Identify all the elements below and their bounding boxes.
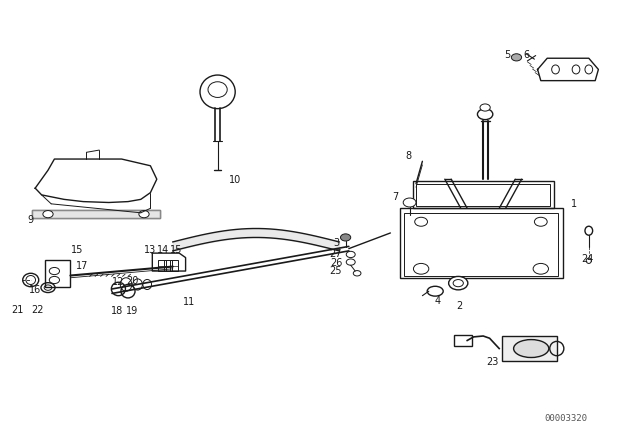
Circle shape	[480, 104, 490, 111]
Circle shape	[353, 271, 361, 276]
Text: 18: 18	[111, 306, 124, 316]
Circle shape	[49, 267, 60, 275]
Text: 4: 4	[435, 296, 441, 306]
Circle shape	[403, 198, 416, 207]
Bar	[416, 184, 550, 206]
Text: 15: 15	[170, 245, 182, 254]
Text: 25: 25	[330, 266, 342, 276]
Bar	[170, 260, 178, 271]
Circle shape	[49, 276, 60, 284]
Bar	[502, 336, 557, 361]
Text: 7: 7	[392, 192, 399, 202]
Text: 23: 23	[486, 357, 499, 367]
Text: 24: 24	[581, 254, 594, 264]
Text: 26: 26	[330, 258, 342, 268]
Bar	[164, 260, 172, 271]
Bar	[454, 335, 472, 346]
Text: 19: 19	[126, 306, 139, 316]
Bar	[158, 260, 166, 271]
Bar	[45, 260, 70, 287]
Bar	[404, 213, 558, 276]
Circle shape	[511, 54, 522, 61]
Text: 2: 2	[456, 301, 463, 310]
Text: 9: 9	[28, 215, 34, 224]
Circle shape	[533, 263, 548, 274]
Bar	[400, 208, 563, 278]
Text: 17: 17	[76, 261, 88, 271]
Circle shape	[346, 251, 355, 258]
Text: 16: 16	[29, 285, 42, 295]
Text: 14: 14	[157, 245, 170, 254]
Text: 21: 21	[12, 305, 24, 315]
Circle shape	[346, 259, 355, 265]
Circle shape	[413, 263, 429, 274]
Text: 6: 6	[523, 50, 529, 60]
Bar	[413, 181, 554, 208]
Text: 5: 5	[504, 50, 511, 60]
Circle shape	[534, 217, 547, 226]
Ellipse shape	[513, 340, 548, 358]
Text: 22: 22	[31, 305, 44, 315]
Circle shape	[449, 276, 468, 290]
Text: 1: 1	[571, 199, 577, 209]
Text: 12: 12	[112, 277, 125, 287]
Circle shape	[43, 211, 53, 218]
Text: 13: 13	[144, 245, 157, 254]
Circle shape	[139, 211, 149, 218]
Text: 11: 11	[182, 297, 195, 307]
Circle shape	[340, 234, 351, 241]
Circle shape	[415, 217, 428, 226]
Text: 15: 15	[70, 245, 83, 254]
Text: 3: 3	[333, 238, 340, 248]
Text: 10: 10	[228, 175, 241, 185]
Text: 8: 8	[405, 151, 412, 161]
Bar	[32, 210, 160, 218]
Text: 20: 20	[126, 276, 139, 286]
Text: 00003320: 00003320	[545, 414, 588, 423]
Circle shape	[477, 109, 493, 120]
Circle shape	[453, 280, 463, 287]
Ellipse shape	[200, 75, 236, 109]
Text: 27: 27	[330, 250, 342, 259]
